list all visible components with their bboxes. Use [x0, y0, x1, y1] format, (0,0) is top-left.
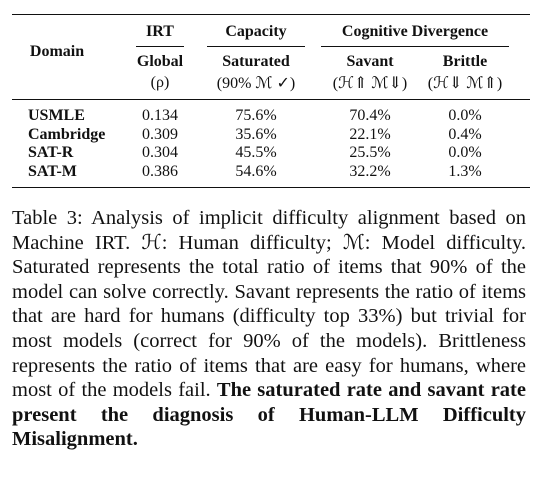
column-subheader: (90% ℳ ✓) — [216, 75, 296, 92]
cell: 45.5% — [235, 144, 277, 162]
top-rule — [12, 14, 530, 16]
column-subheader: (ρ) — [150, 74, 170, 91]
row-domain: SAT-M — [28, 163, 77, 181]
cell: 22.1% — [349, 125, 391, 143]
cell: 25.5% — [349, 144, 391, 162]
group-header: Cognitive Divergence — [341, 23, 489, 40]
group-header: IRT — [146, 23, 174, 40]
row-domain: Cambridge — [28, 125, 106, 143]
cell: 75.6% — [235, 107, 277, 124]
group-rule — [321, 46, 509, 47]
cell: 0.4% — [448, 125, 482, 143]
cell: 1.3% — [448, 163, 482, 181]
group-rule — [207, 46, 305, 47]
cell: 0.386 — [142, 163, 178, 181]
caption: Table 3: Analysis of implicit difficulty… — [12, 206, 526, 452]
cell: 0.309 — [142, 125, 178, 143]
domain-header: Domain — [29, 43, 85, 60]
column-header: Global — [136, 53, 184, 70]
group-rule — [136, 46, 184, 47]
cell: 54.6% — [235, 163, 277, 181]
cell: 32.2% — [349, 163, 391, 181]
bottom-rule — [12, 187, 530, 189]
row-domain: SAT-R — [28, 144, 74, 162]
row-domain: USMLE — [28, 107, 85, 124]
cell: 70.4% — [349, 107, 391, 124]
column-subheader: (ℋ⇓ ℳ⇑) — [427, 75, 503, 92]
cell: 0.0% — [448, 144, 482, 162]
group-header: Capacity — [225, 23, 287, 40]
caption-text: Table 3: Analysis of implicit difficulty… — [12, 207, 526, 402]
cell: 0.0% — [448, 107, 482, 124]
mid-rule — [12, 99, 530, 100]
cell: 35.6% — [235, 125, 277, 143]
column-header: Brittle — [442, 53, 488, 70]
column-header: Saturated — [222, 53, 290, 70]
cell: 0.304 — [142, 144, 178, 162]
column-subheader: (ℋ⇑ ℳ⇓) — [332, 75, 408, 92]
column-header: Savant — [346, 53, 394, 70]
cell: 0.134 — [142, 107, 178, 124]
caption-bold: The saturated rate and savant rate prese… — [12, 379, 526, 451]
